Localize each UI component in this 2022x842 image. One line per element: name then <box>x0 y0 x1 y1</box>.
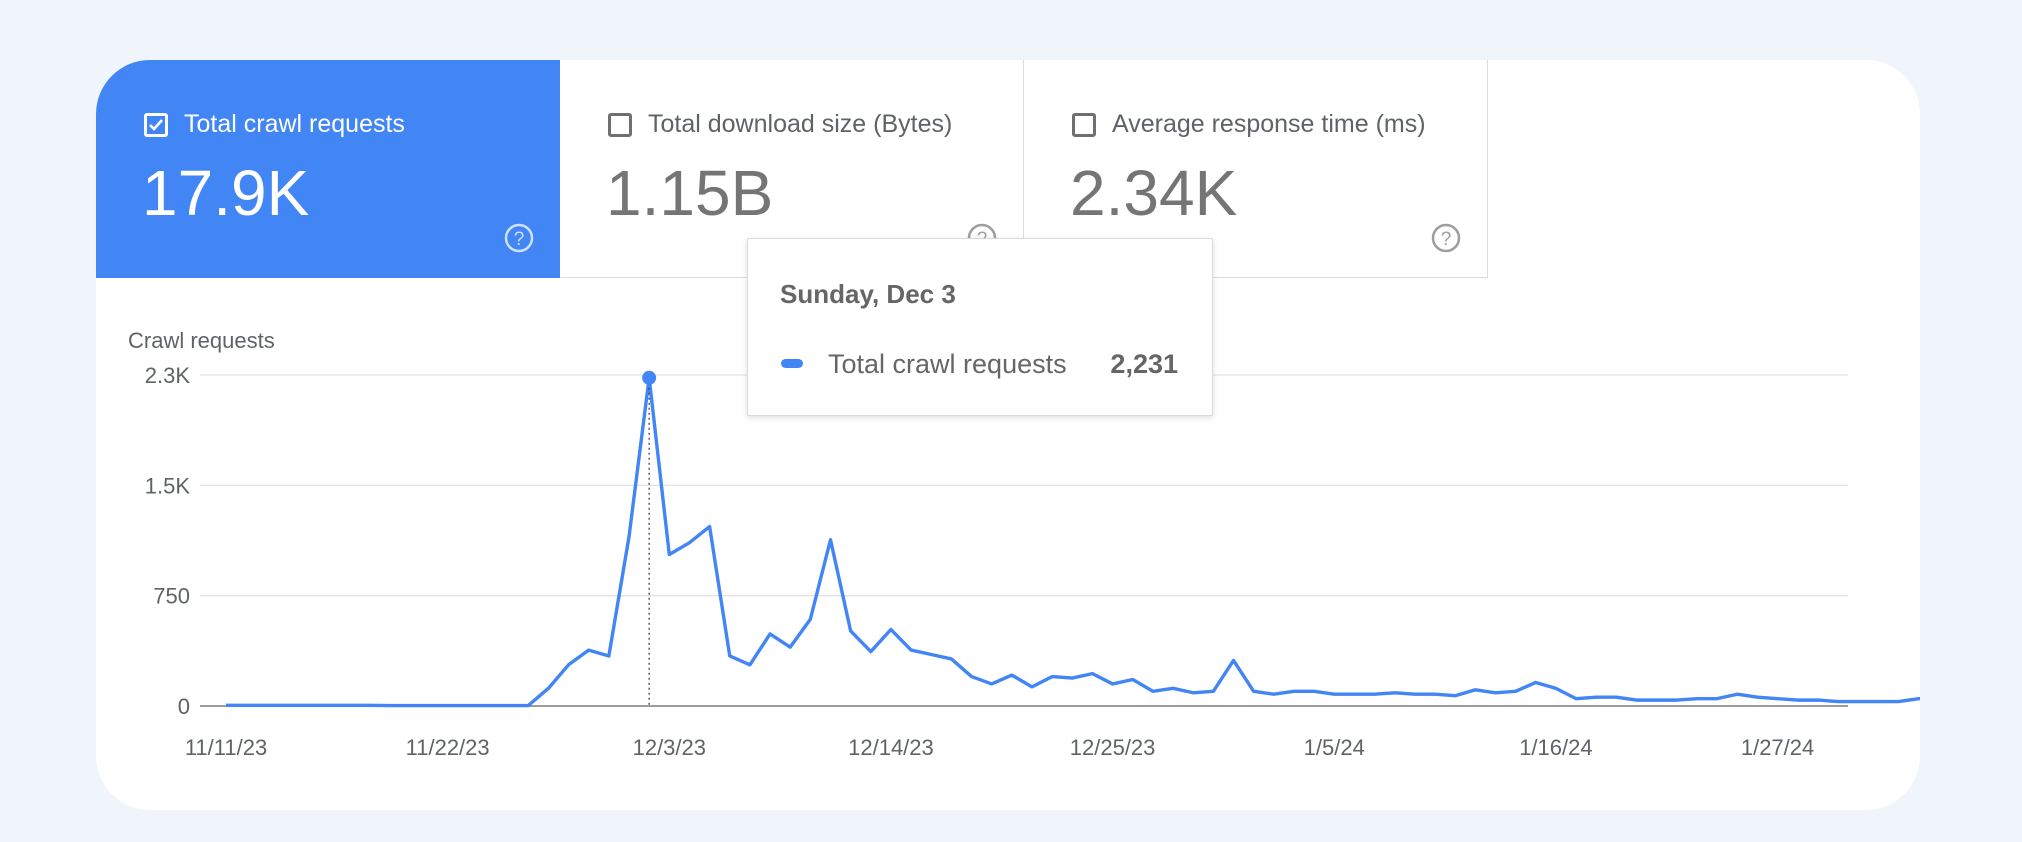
metric-value: 17.9K <box>142 157 310 229</box>
y-tick-label: 750 <box>153 584 190 609</box>
series-line-total-crawl-requests <box>226 376 1920 708</box>
x-tick-label: 12/3/23 <box>633 735 706 760</box>
metric-average-response-time[interactable]: Average response time (ms) 2.34K ? <box>1024 60 1488 278</box>
x-tick-label: 11/11/23 <box>185 735 267 760</box>
tooltip-value: 2,231 <box>1110 349 1178 379</box>
metric-label: Total crawl requests <box>184 110 405 138</box>
y-tick-label: 2.3K <box>145 363 191 388</box>
help-icon[interactable]: ? <box>1431 223 1461 253</box>
checkbox-checked-icon[interactable] <box>144 112 168 137</box>
series-group <box>226 370 1920 708</box>
y-axis-label: Crawl requests <box>128 328 275 353</box>
x-tick-labels: 11/11/23 11/22/23 12/3/23 12/14/23 12/25/23 1… <box>185 735 1814 760</box>
metric-label: Total download size (Bytes) <box>648 110 953 138</box>
tooltip-date: Sunday, Dec 3 <box>780 279 956 309</box>
y-tick-label: 1.5K <box>145 473 191 498</box>
metric-value: 2.34K <box>1070 157 1238 229</box>
y-tick-labels: 0 750 1.5K 2.3K <box>145 363 191 719</box>
x-tick-label: 12/25/23 <box>1070 735 1156 760</box>
metric-total-crawl-requests[interactable]: Total crawl requests 17.9K ? <box>96 60 560 278</box>
hover-point-marker[interactable] <box>642 370 657 385</box>
chart-tooltip: Sunday, Dec 3 Total crawl requests 2,231 <box>747 238 1213 416</box>
crawl-requests-line-chart: Crawl requests 0 750 1.5K 2.3K 11/11/23 11/2… <box>128 328 1920 760</box>
checkbox-unchecked-icon[interactable] <box>1072 112 1096 137</box>
svg-text:?: ? <box>1441 229 1452 250</box>
grid-lines <box>200 374 1848 707</box>
help-icon[interactable]: ? <box>504 223 534 253</box>
x-tick-label: 12/14/23 <box>848 735 934 760</box>
x-tick-label: 1/16/24 <box>1519 735 1592 760</box>
y-tick-label: 0 <box>178 694 190 719</box>
metric-value: 1.15B <box>606 157 774 229</box>
crawl-stats-card: Total crawl requests 17.9K ? Total downl… <box>96 60 1920 810</box>
tooltip-series-name: Total crawl requests <box>828 349 1067 379</box>
checkbox-unchecked-icon[interactable] <box>608 112 632 137</box>
check-icon <box>149 118 163 131</box>
tooltip-series-swatch <box>781 359 803 368</box>
metric-label: Average response time (ms) <box>1112 110 1426 138</box>
svg-text:?: ? <box>514 229 525 250</box>
x-tick-label: 1/5/24 <box>1304 735 1365 760</box>
x-tick-label: 1/27/24 <box>1741 735 1814 760</box>
x-tick-label: 11/22/23 <box>406 735 490 760</box>
